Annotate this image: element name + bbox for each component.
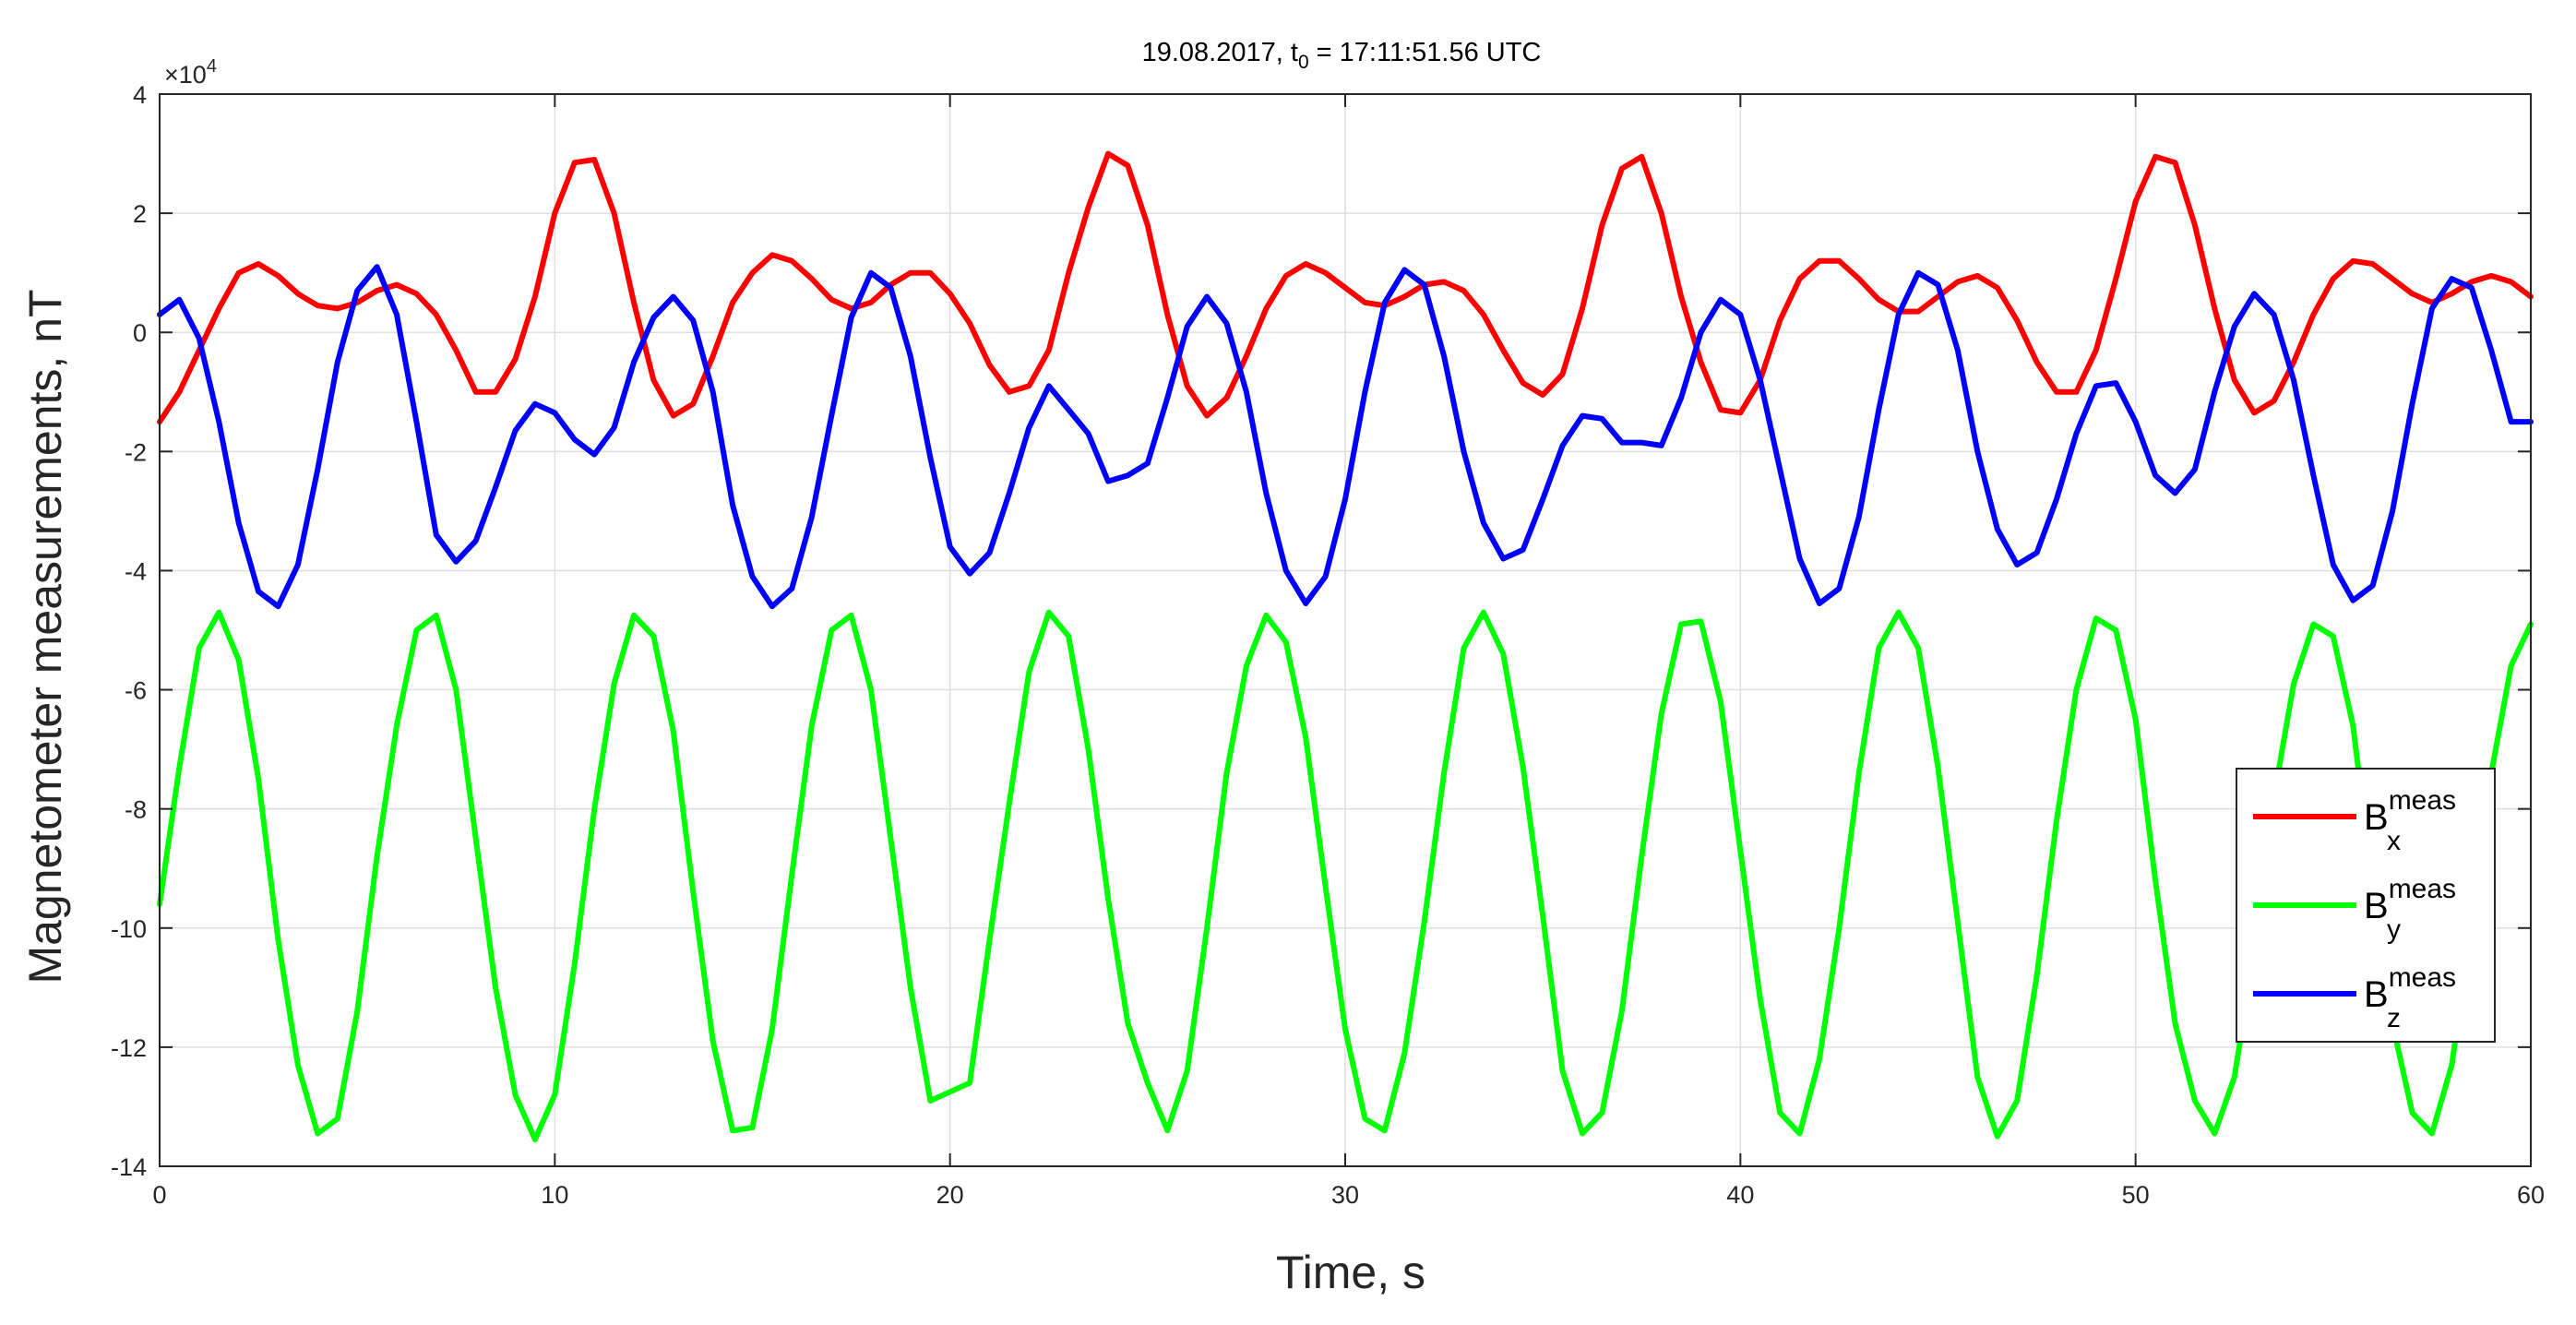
y-axis-exponent: ×104: [164, 56, 217, 89]
x-tick-label: 50: [2122, 1181, 2150, 1209]
series-line-y: [157, 609, 2534, 1142]
y-tick-label: -4: [125, 557, 147, 585]
y-tick-label: -12: [111, 1034, 147, 1062]
legend-label-x: Bmeas x: [2364, 785, 2456, 856]
legend-label-y: Bmeas y: [2364, 874, 2456, 945]
series-line-x: [157, 150, 2534, 425]
legend-label-z: Bmeas z: [2364, 962, 2456, 1033]
series-lines: [157, 150, 2534, 1142]
x-axis-label: Time, s: [1276, 1247, 1425, 1298]
x-tick-label: 60: [2517, 1181, 2545, 1209]
x-tick-label: 10: [541, 1181, 568, 1209]
y-tick-label: -14: [111, 1153, 147, 1181]
y-tick-label: 0: [133, 319, 147, 347]
x-tick-label: 40: [1726, 1181, 1754, 1209]
x-tick-label: 20: [936, 1181, 964, 1209]
y-tick-label: -10: [111, 915, 147, 943]
y-tick-label: -2: [125, 438, 147, 466]
y-tick-label: 2: [133, 200, 147, 228]
x-tick-label: 30: [1331, 1181, 1359, 1209]
x-tick-label: 0: [152, 1181, 166, 1209]
legend: Bmeas x Bmeas y Bmeas z: [2236, 768, 2496, 1043]
y-tick-label: -8: [125, 796, 147, 824]
y-tick-label: -6: [125, 677, 147, 705]
y-tick-label: 4: [133, 81, 147, 109]
y-axis-label: Magnetometer measurements, nT: [19, 289, 71, 984]
chart-title: 19.08.2017, t0 = 17:11:51.56 UTC: [1142, 38, 1542, 73]
series-line-z: [157, 264, 2534, 610]
